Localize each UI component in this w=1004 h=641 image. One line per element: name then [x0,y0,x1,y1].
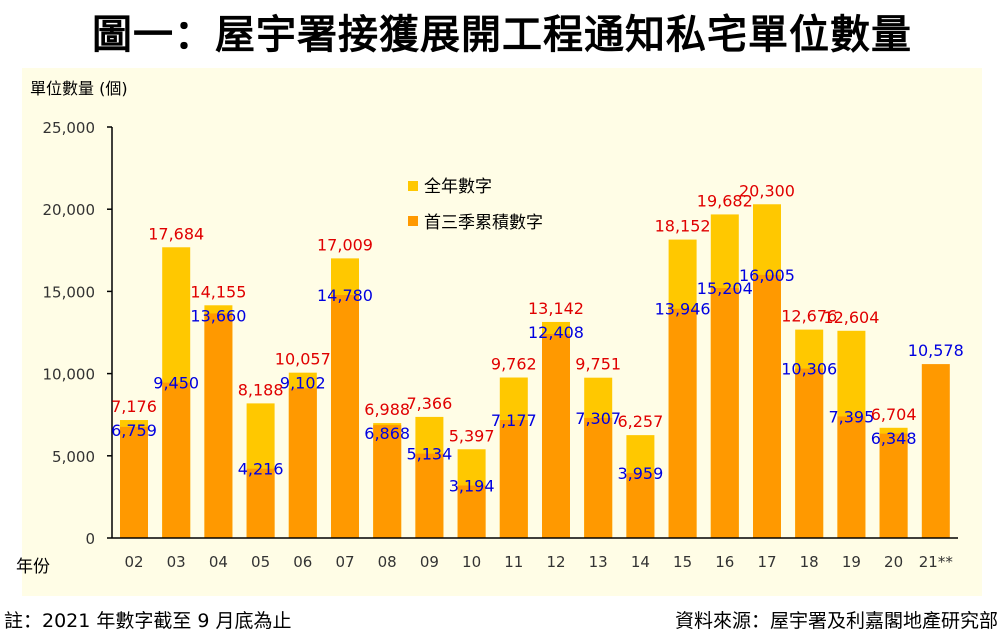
data-label-q3-12: 12,408 [528,323,584,342]
y-tick-label: 20,000 [43,201,96,219]
data-label-q3-14: 3,959 [617,464,663,483]
data-label-full-year-19: 12,604 [823,308,879,327]
x-tick-label: 10 [462,553,481,571]
bar-q3-02 [120,426,148,538]
data-label-full-year-17: 20,300 [739,181,795,200]
bar-q3-16 [710,288,739,538]
data-label-q3-02: 6,759 [111,421,157,440]
data-label-full-year-06: 10,057 [275,350,331,369]
y-tick-label: 0 [85,530,95,548]
y-tick-label: 15,000 [43,283,96,301]
data-label-q3-09: 5,134 [406,445,452,464]
data-label-full-year-02: 7,176 [111,397,157,416]
data-label-full-year-12: 13,142 [528,299,584,318]
data-label-q3-16: 15,204 [697,279,753,298]
data-label-q3-03: 9,450 [153,374,199,393]
bar-q3-09 [415,453,444,538]
bar-q3-05 [246,468,275,538]
data-label-full-year-20: 6,704 [871,405,917,424]
data-label-full-year-18: 12,676 [781,307,837,326]
data-label-q3-19: 7,395 [828,407,874,426]
x-tick-label: 18 [800,553,819,571]
data-label-q3-17: 16,005 [739,266,795,285]
x-tick-label: 12 [546,553,565,571]
bar-q3-10 [457,485,486,538]
data-label-full-year-10: 5,397 [449,426,495,445]
data-label-full-year-16: 19,682 [697,191,753,210]
data-label-q3-06: 9,102 [280,374,326,393]
bar-q3-14 [626,472,655,538]
data-label-full-year-04: 14,155 [190,282,246,301]
data-label-q3-05: 4,216 [238,460,284,479]
bar-q3-06 [288,388,317,538]
legend-label-full-year: 全年數字 [424,177,492,197]
data-label-q3-20: 6,348 [871,429,917,448]
bar-q3-20 [879,433,908,538]
bar-q3-15 [668,308,697,538]
bar-q3-12 [542,334,570,538]
x-tick-label: 16 [715,553,734,571]
data-label-full-year-14: 6,257 [617,412,663,431]
x-tick-label: 11 [504,553,523,571]
bar-q3-11 [499,420,528,538]
data-label-full-year-05: 8,188 [238,380,284,399]
x-tick-label: 02 [124,553,143,571]
data-label-full-year-15: 18,152 [655,217,711,236]
bar-q3-08 [373,425,402,538]
bar-q3-07 [331,295,359,538]
x-tick-label: 09 [420,553,439,571]
source-note: 資料來源：屋宇署及利嘉閣地產研究部 [674,610,998,632]
x-tick-label: 06 [293,553,312,571]
data-label-full-year-08: 6,988 [364,400,410,419]
x-axis-label: 年份 [16,557,50,577]
x-tick-label: 20 [884,553,903,571]
data-label-full-year-09: 7,366 [406,394,452,413]
bar-q3-13 [584,417,613,538]
data-label-full-year-13: 9,751 [575,355,621,374]
data-label-q3-13: 7,307 [575,409,621,428]
x-tick-label: 17 [757,553,776,571]
data-label-q3-08: 6,868 [364,424,410,443]
x-tick-label: 08 [378,553,397,571]
legend-label-q3: 首三季累積數字 [424,213,543,233]
x-tick-label: 07 [335,553,354,571]
data-label-full-year-07: 17,009 [317,235,373,254]
data-label-q3-07: 14,780 [317,286,373,305]
data-label-full-year-11: 9,762 [491,355,537,374]
data-label-q3-04: 13,660 [190,306,246,325]
x-tick-label: 19 [842,553,861,571]
legend: 全年數字 首三季累積數字 [408,177,543,233]
bar-q3-17 [753,274,781,538]
legend-swatch-q3 [408,216,418,226]
data-label-q3-10: 3,194 [449,476,495,495]
data-label-q3-21**: 10,578 [908,341,964,360]
bar-q3-03 [162,382,191,538]
y-tick-label: 25,000 [43,119,96,137]
x-tick-label: 05 [251,553,270,571]
x-tick-label: 21** [919,553,954,571]
bar-q3-04 [204,313,233,538]
data-label-q3-15: 13,946 [655,300,711,319]
bar-q3-21** [921,364,950,538]
y-tick-label: 10,000 [43,366,96,384]
footnote: 註：2021 年數字截至 9 月底為止 [4,610,292,632]
y-axis-label: 單位數量 (個) [30,79,128,98]
x-tick-label: 04 [209,553,228,571]
data-label-full-year-03: 17,684 [148,224,204,243]
data-label-q3-11: 7,177 [491,411,537,430]
y-tick-label: 5,000 [52,448,95,466]
x-tick-label: 15 [673,553,692,571]
bar-q3-19 [837,416,866,538]
data-label-q3-18: 10,306 [781,360,837,379]
legend-swatch-full-year [408,181,418,191]
chart-title: 圖一：屋宇署接獲展開工程通知私宅單位數量 [92,12,912,58]
x-tick-label: 14 [631,553,650,571]
x-tick-label: 03 [167,553,186,571]
bar-q3-18 [795,368,824,538]
x-tick-label: 13 [589,553,608,571]
